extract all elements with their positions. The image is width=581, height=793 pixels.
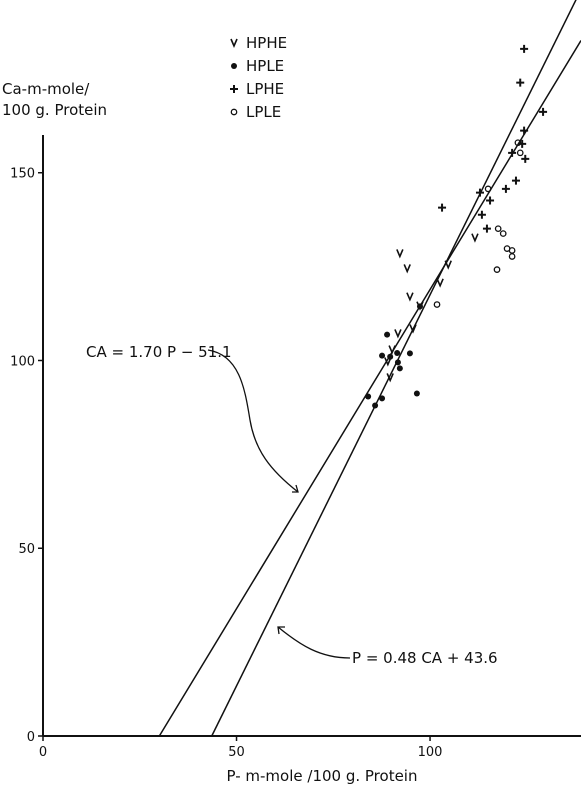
point bbox=[416, 303, 423, 310]
point bbox=[387, 353, 394, 360]
legend-label: HPHE bbox=[246, 34, 287, 52]
y-label-line: Ca-m-mole/ bbox=[2, 80, 90, 98]
point bbox=[386, 373, 394, 383]
point bbox=[388, 345, 396, 355]
point bbox=[365, 393, 372, 400]
point bbox=[516, 149, 524, 157]
point bbox=[379, 352, 386, 359]
point bbox=[516, 78, 525, 87]
point bbox=[406, 292, 414, 302]
point bbox=[384, 357, 392, 367]
point bbox=[436, 278, 444, 288]
x-tick-label: 50 bbox=[228, 745, 245, 760]
point bbox=[514, 139, 522, 147]
point bbox=[508, 148, 517, 157]
point bbox=[379, 395, 386, 402]
point bbox=[508, 253, 516, 260]
point bbox=[539, 107, 548, 116]
point bbox=[394, 329, 402, 339]
legend-marker bbox=[230, 38, 238, 49]
annotation: CA = 1.70 P − 51.1 bbox=[86, 343, 232, 361]
legend-label: HPLE bbox=[246, 57, 284, 75]
legend-label: LPHE bbox=[246, 80, 284, 98]
point bbox=[409, 324, 417, 334]
x-label: P- m-mole /100 g. Protein bbox=[227, 767, 418, 785]
point bbox=[394, 349, 401, 356]
y-tick-label: 50 bbox=[18, 542, 35, 557]
point bbox=[394, 359, 401, 366]
point bbox=[403, 264, 411, 274]
x-tick-label: 100 bbox=[418, 745, 443, 760]
point bbox=[501, 184, 510, 193]
point bbox=[372, 402, 379, 409]
point bbox=[511, 176, 520, 185]
point bbox=[444, 260, 452, 270]
y-label: Ca-m-mole/ 100 g. Protein bbox=[2, 80, 107, 119]
legend-marker bbox=[231, 63, 237, 69]
arrowhead bbox=[292, 484, 299, 493]
legend-marker bbox=[230, 85, 238, 93]
arrow bbox=[207, 349, 299, 493]
point bbox=[438, 203, 447, 212]
annotation: P = 0.48 CA + 43.6 bbox=[352, 649, 498, 667]
point bbox=[475, 188, 484, 197]
point bbox=[384, 331, 391, 338]
point bbox=[494, 225, 502, 233]
point bbox=[486, 196, 495, 205]
y-label-line: 100 g. Protein bbox=[2, 101, 107, 119]
point bbox=[406, 350, 413, 357]
point bbox=[413, 390, 420, 397]
y-tick-label: 150 bbox=[10, 167, 35, 182]
arrow bbox=[277, 626, 351, 659]
point bbox=[484, 185, 492, 193]
point bbox=[471, 233, 479, 243]
point bbox=[520, 44, 529, 53]
point bbox=[433, 301, 441, 308]
x-tick-label: 0 bbox=[39, 745, 47, 760]
point bbox=[518, 139, 527, 148]
point bbox=[508, 247, 516, 254]
y-tick-label: 0 bbox=[27, 730, 35, 745]
point bbox=[520, 126, 529, 135]
y-tick-label: 100 bbox=[10, 354, 35, 369]
legend-label: LPLE bbox=[246, 103, 281, 121]
point bbox=[477, 210, 486, 219]
point bbox=[493, 266, 501, 273]
point bbox=[396, 249, 404, 259]
regression-line bbox=[158, 40, 581, 737]
arrowhead bbox=[277, 626, 285, 635]
legend-marker bbox=[230, 108, 238, 116]
point bbox=[499, 230, 507, 237]
point bbox=[521, 154, 530, 163]
point bbox=[396, 365, 403, 372]
point bbox=[482, 224, 491, 233]
